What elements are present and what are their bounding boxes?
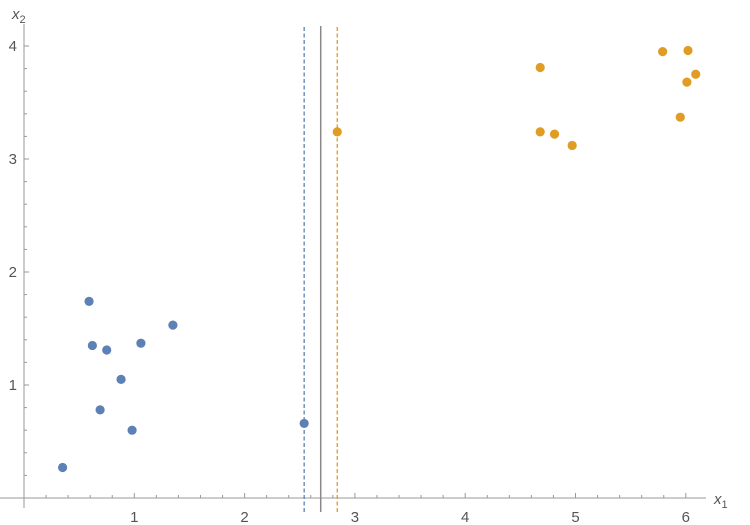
- data-point: [299, 418, 309, 429]
- y-tick-label: 2: [9, 264, 17, 281]
- data-point: [102, 345, 112, 355]
- data-point: [136, 338, 146, 348]
- data-point: [168, 320, 178, 330]
- data-point: [95, 405, 105, 415]
- data-point: [116, 374, 126, 384]
- y-tick-label: 4: [9, 38, 17, 55]
- y-axis-label: x2: [11, 6, 26, 26]
- data-point: [675, 112, 685, 122]
- data-point: [567, 140, 577, 151]
- data-point: [691, 69, 701, 79]
- data-point: [535, 127, 545, 137]
- data-point: [332, 127, 342, 137]
- data-point: [658, 47, 668, 57]
- data-point: [535, 62, 545, 73]
- x-tick-label: 5: [571, 509, 579, 525]
- x-axis-label: x1: [713, 491, 728, 511]
- x-tick-label: 2: [240, 509, 248, 525]
- data-point: [683, 45, 693, 56]
- x-tick-label: 6: [682, 509, 690, 525]
- y-tick-label: 1: [9, 377, 17, 394]
- x-tick-label: 3: [351, 509, 359, 525]
- data-point: [682, 77, 692, 87]
- data-point: [84, 296, 94, 306]
- x-tick-label: 1: [130, 509, 138, 525]
- x-tick-label: 4: [461, 509, 469, 525]
- data-point: [87, 340, 97, 351]
- y-tick-label: 3: [9, 151, 17, 168]
- data-point: [549, 129, 560, 139]
- data-point: [58, 462, 68, 473]
- data-point: [127, 425, 137, 435]
